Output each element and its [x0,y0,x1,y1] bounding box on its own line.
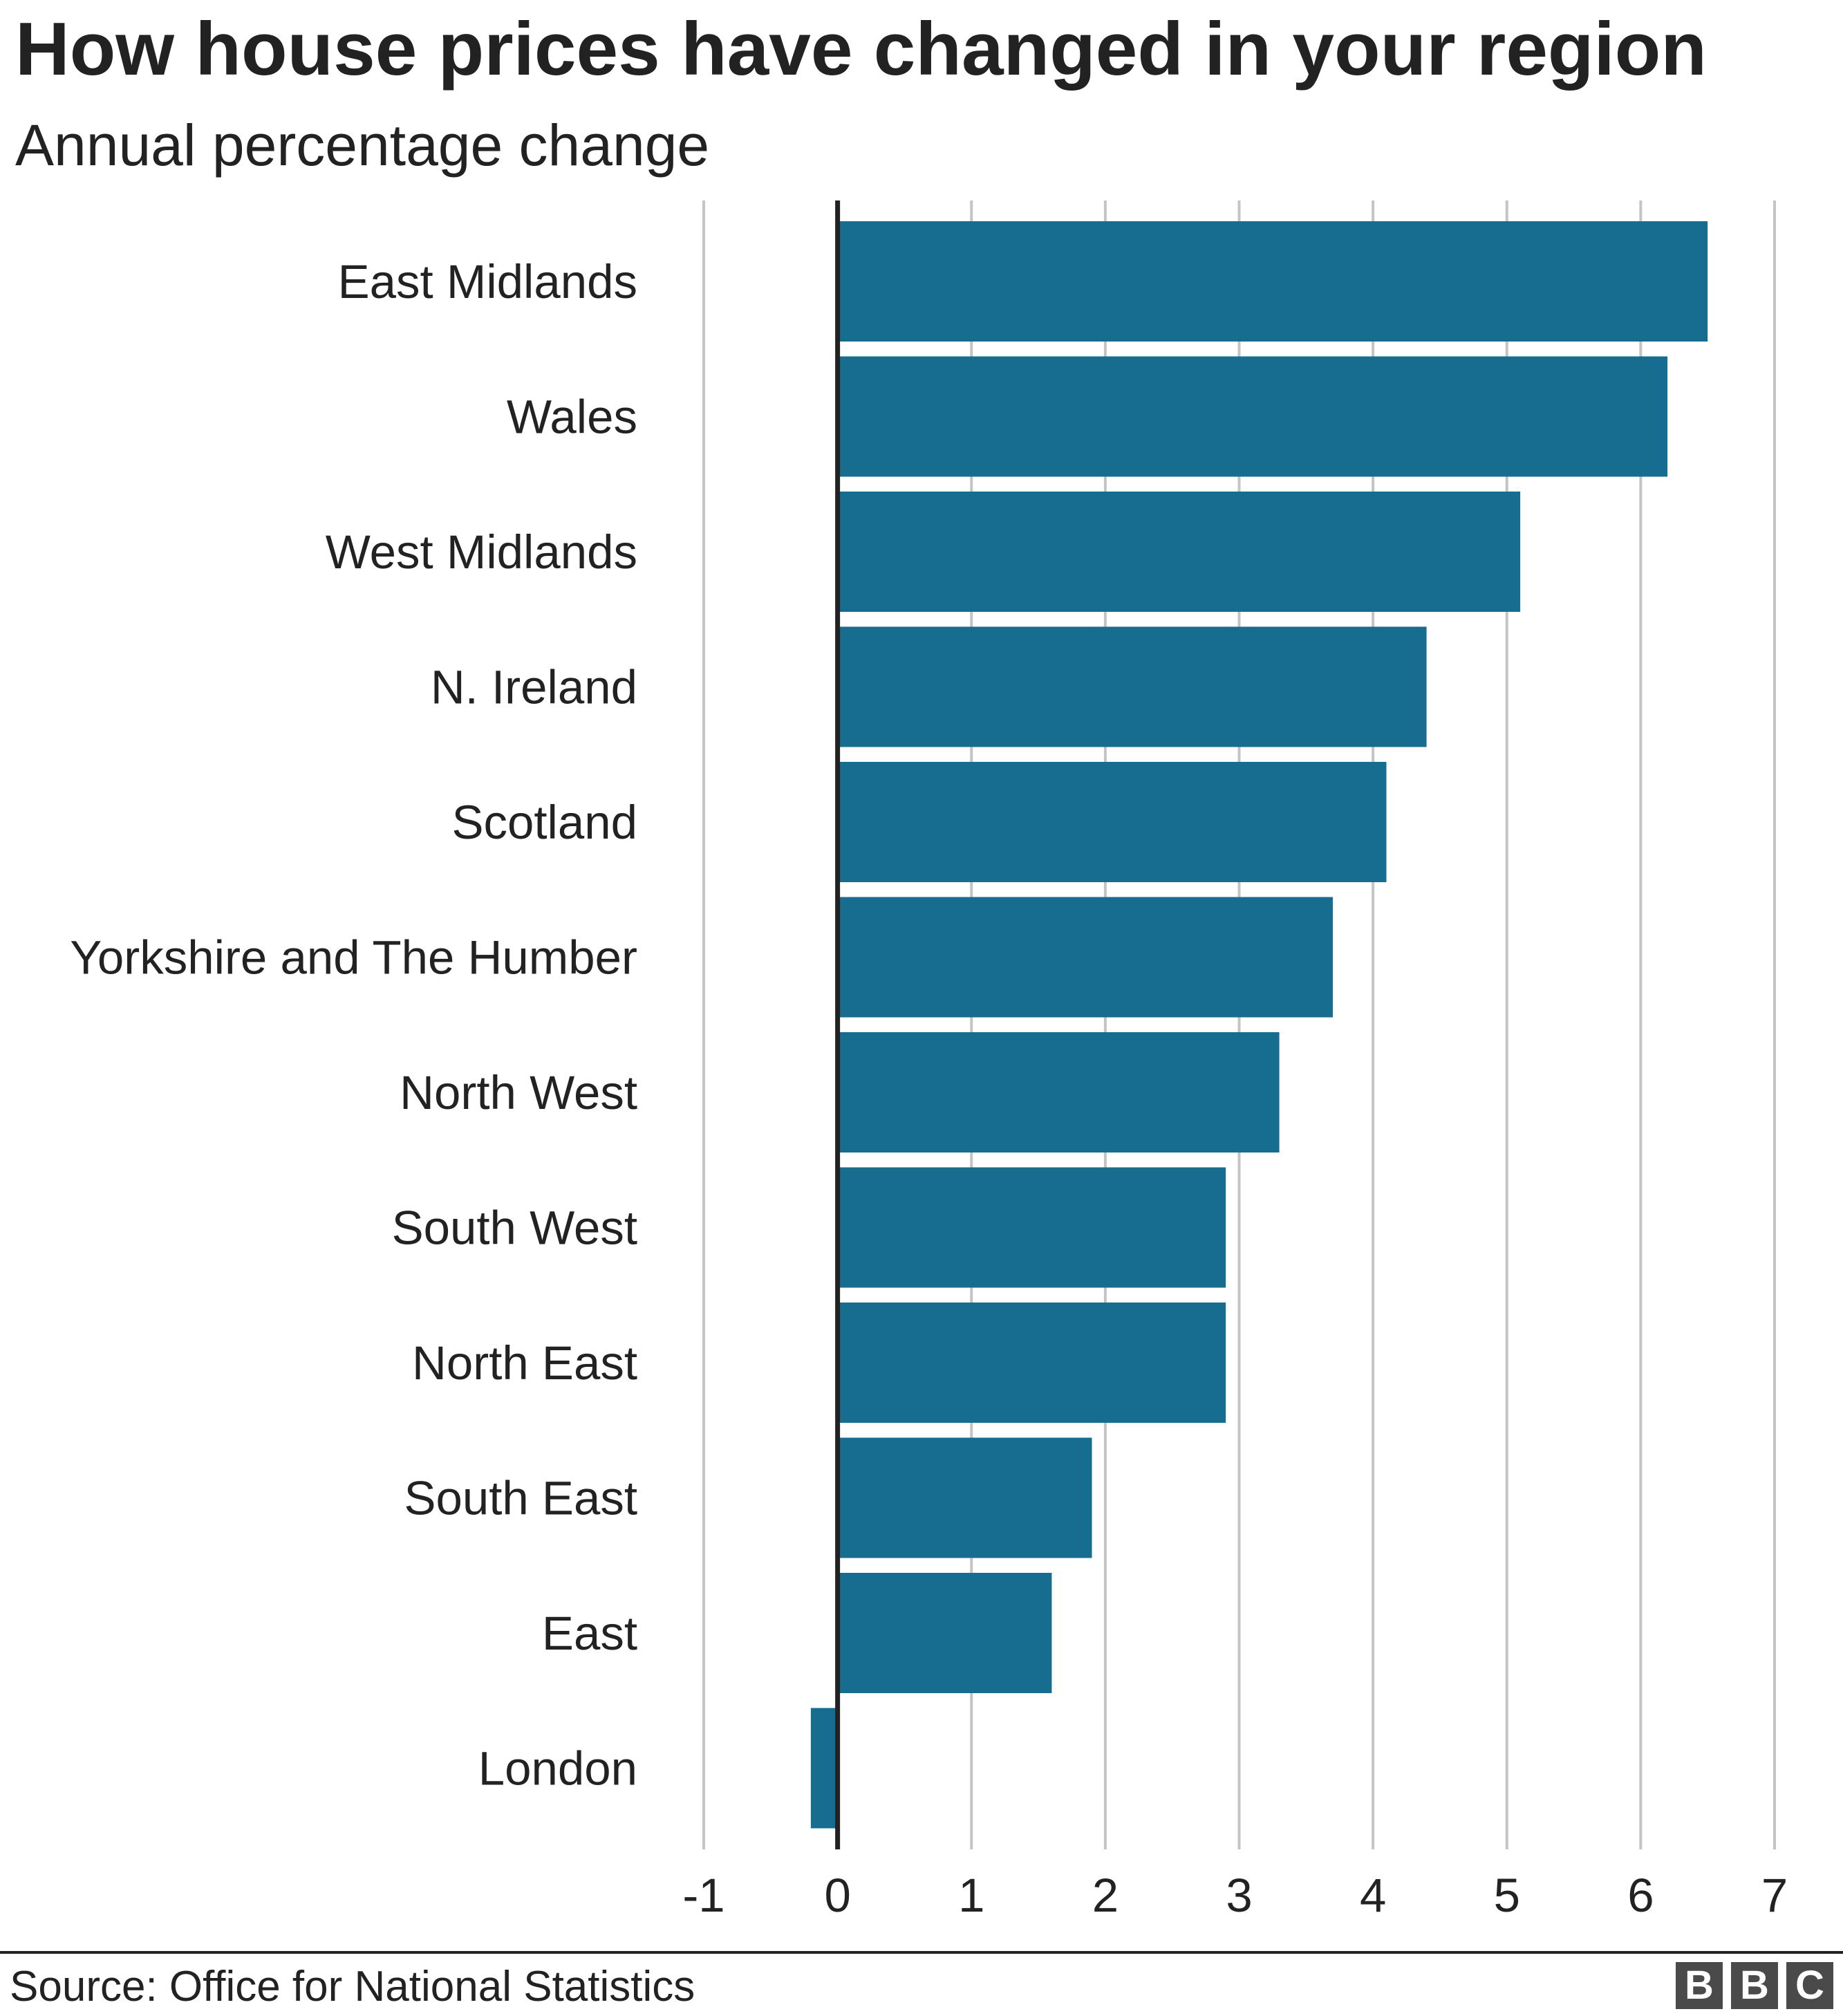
bar [837,1303,1226,1423]
bar [837,897,1334,1018]
logo-letter: B [1731,1962,1778,2009]
category-label: N. Ireland [431,661,637,714]
footer-divider [0,1951,1843,1954]
category-label: North West [400,1066,637,1119]
x-tick-label: 5 [1494,1869,1520,1922]
logo-letter: B [1676,1962,1723,2009]
bar [837,492,1521,612]
logo-letter: C [1786,1962,1833,2009]
category-label: East [542,1607,637,1660]
bar [837,1437,1092,1558]
x-tick-label: 3 [1226,1869,1252,1922]
category-label: North East [412,1336,637,1390]
category-label: London [478,1742,637,1795]
x-tick-label: 1 [958,1869,984,1922]
category-labels: East Midlands Wales West Midlands N. Irelan… [70,255,637,1795]
bar [837,1573,1052,1693]
bar [837,356,1668,477]
bars [810,221,1708,1829]
x-tick-label: 0 [824,1869,850,1922]
bar [837,626,1427,747]
x-tick-label: 6 [1627,1869,1654,1922]
x-tick-labels: -1 0 1 2 3 4 5 6 7 [682,1869,1788,1922]
bar-chart: East Midlands Wales West Midlands N. Irelan… [70,200,1788,1922]
bar [837,221,1708,342]
bar [837,1032,1280,1152]
category-label: South West [392,1202,637,1255]
category-label: Wales [507,391,637,444]
source-note: Source: Office for National Statistics [10,1963,695,2010]
x-tick-label: 7 [1761,1869,1788,1922]
category-label: South East [404,1472,637,1525]
x-tick-label: 2 [1092,1869,1119,1922]
category-label: Scotland [451,796,637,849]
category-label: Yorkshire and The Humber [70,931,637,984]
x-tick-label: -1 [682,1869,724,1922]
bbc-logo: B B C [1676,1962,1833,2009]
chart-title: How house prices have changed in your re… [15,7,1707,91]
category-label: East Midlands [338,255,637,308]
x-tick-label: 4 [1360,1869,1386,1922]
bar [837,762,1387,882]
bar [837,1167,1226,1288]
category-label: West Midlands [326,525,637,579]
bar [810,1708,838,1829]
chart-subtitle: Annual percentage change [15,113,710,178]
